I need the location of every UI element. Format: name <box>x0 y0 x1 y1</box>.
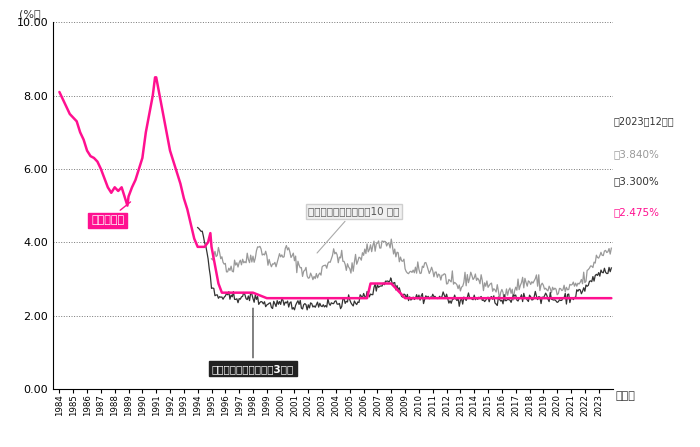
Text: 年3.840%: 年3.840% <box>614 149 660 159</box>
Text: （年）: （年） <box>615 391 635 401</box>
Text: 年3.300%: 年3.300% <box>614 176 659 186</box>
Text: 固定金利期間選択型（10 年）: 固定金利期間選択型（10 年） <box>308 206 400 253</box>
Text: （2023年12月）: （2023年12月） <box>614 116 675 126</box>
Text: 変動金利型: 変動金利型 <box>91 202 130 225</box>
Text: 固定金利期間選択型（3年）: 固定金利期間選択型（3年） <box>212 308 294 374</box>
Text: 年2.475%: 年2.475% <box>614 207 660 217</box>
Text: (%）: (%） <box>19 8 41 19</box>
